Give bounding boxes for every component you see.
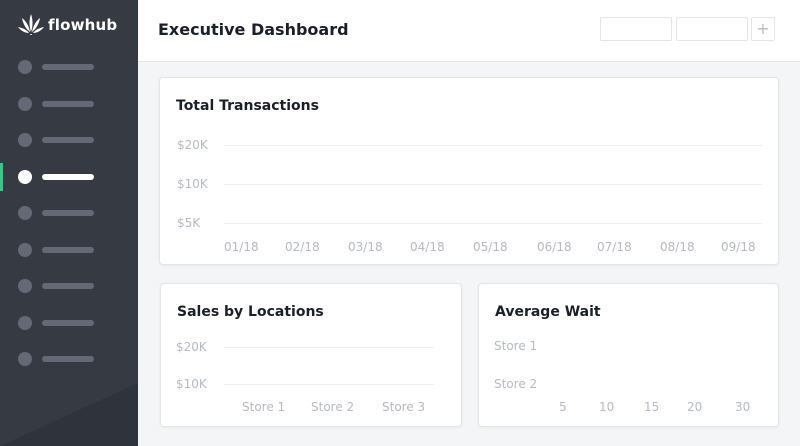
page-title: Executive Dashboard (158, 20, 349, 39)
gridline (224, 184, 762, 185)
active-indicator (0, 162, 3, 191)
y-tick-label: $10K (176, 377, 207, 391)
sales-by-locations-card: Sales by Locations $20K $10K Store 1 Store … (160, 283, 462, 427)
card-title: Total Transactions (176, 98, 319, 114)
y-tick-label: Store 1 (494, 339, 538, 353)
sidebar-item[interactable] (0, 309, 138, 337)
nav-dot-icon (18, 169, 32, 184)
nav-dot-icon (18, 133, 32, 147)
nav-dot-icon (18, 96, 32, 111)
card-title: Sales by Locations (177, 304, 324, 320)
x-tick-label: 30 (735, 400, 751, 414)
nav-dot-icon (18, 279, 32, 293)
x-tick-label: 08/18 (660, 240, 695, 254)
sidebar-item[interactable] (0, 90, 138, 118)
gridline (224, 145, 762, 146)
nav-label-placeholder (42, 173, 94, 180)
sidebar: flowhub (0, 0, 138, 446)
sidebar-item[interactable] (0, 162, 138, 191)
date-range-end[interactable] (676, 17, 748, 41)
sidebar-item[interactable] (0, 272, 138, 300)
x-tick-label: 04/18 (410, 240, 445, 254)
gridline (224, 384, 434, 385)
x-tick-label: Store 3 (382, 400, 426, 414)
nav-label-placeholder (42, 137, 94, 143)
x-tick-label: 03/18 (348, 240, 383, 254)
x-tick-label: 06/18 (537, 240, 572, 254)
x-tick-label: Store 1 (242, 400, 286, 414)
nav-label-placeholder (42, 356, 94, 362)
header: Executive Dashboard + (138, 0, 800, 62)
nav-label-placeholder (42, 100, 94, 107)
x-tick-label: 07/18 (597, 240, 632, 254)
card-title: Average Wait (495, 304, 601, 320)
add-button[interactable]: + (751, 17, 775, 41)
x-tick-label: 10 (599, 400, 615, 414)
total-transactions-card: Total Transactions $20K $10K $5K 01/18 02/18… (159, 77, 779, 265)
brand-name: flowhub (48, 16, 118, 34)
nav-dot-icon (18, 242, 32, 257)
nav-label-placeholder (42, 283, 94, 289)
x-tick-label: 15 (644, 400, 660, 414)
x-tick-label: 09/18 (721, 240, 756, 254)
sidebar-item[interactable] (0, 199, 138, 227)
y-tick-label: $5K (177, 216, 201, 230)
nav-dot-icon (18, 352, 32, 366)
x-tick-label: 01/18 (224, 240, 259, 254)
y-tick-label: $20K (176, 340, 207, 354)
nav-dot-icon (18, 60, 32, 74)
y-tick-label: Store 2 (494, 377, 538, 391)
nav-dot-icon (18, 206, 32, 220)
sidebar-item[interactable] (0, 126, 138, 154)
brand-logo[interactable]: flowhub (18, 14, 117, 36)
nav-label-placeholder (42, 64, 94, 70)
sidebar-item[interactable] (0, 345, 138, 373)
nav-label-placeholder (42, 246, 94, 253)
x-tick-label: 20 (687, 400, 703, 414)
x-tick-label: 05/18 (473, 240, 508, 254)
y-tick-label: $20K (177, 138, 208, 152)
x-tick-label: 5 (559, 400, 567, 414)
gridline (224, 223, 762, 224)
y-tick-label: $10K (177, 177, 208, 191)
nav-dot-icon (18, 315, 32, 330)
sidebar-item[interactable] (0, 236, 138, 264)
gridline (224, 347, 434, 348)
date-range-start[interactable] (600, 17, 672, 41)
average-wait-card: Average Wait Store 1 Store 2 5 10 15 20 30 (478, 283, 779, 427)
sidebar-item[interactable] (0, 53, 138, 81)
leaf-icon (18, 14, 44, 35)
x-tick-label: Store 2 (311, 400, 355, 414)
x-tick-label: 02/18 (285, 240, 320, 254)
nav-label-placeholder (42, 319, 94, 326)
nav-label-placeholder (42, 210, 94, 216)
